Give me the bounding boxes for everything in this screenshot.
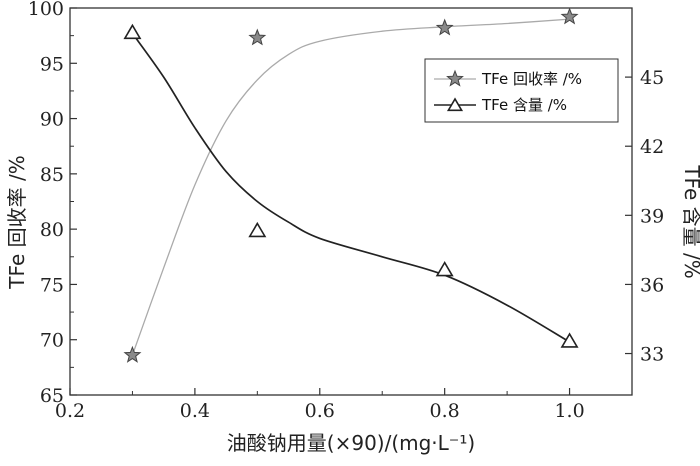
x-tick-label: 0.4 — [180, 400, 210, 422]
y-axis-right-label: TFe 含量 /% — [680, 164, 700, 278]
grade-point — [123, 23, 142, 40]
x-tick-label: 0.2 — [55, 400, 85, 422]
x-tick-label: 0.6 — [305, 400, 335, 422]
legend-star-marker — [446, 69, 464, 87]
legend: TFe 回收率 /% TFe 含量 /% — [424, 58, 619, 123]
grade-point — [560, 332, 579, 348]
y-right-tick-label: 39 — [640, 205, 664, 227]
x-tick-label: 1.0 — [554, 400, 584, 422]
y-axis-left: 65 70 75 80 85 90 95 100 — [28, 0, 77, 407]
y-axis-right: 33 36 39 42 45 — [625, 67, 664, 366]
y-left-tick-label: 70 — [40, 330, 64, 352]
y-left-tick-label: 75 — [40, 274, 64, 296]
recovery-point — [435, 18, 454, 36]
y-left-tick-label: 80 — [40, 219, 64, 241]
y-axis-left-label: TFe 回收率 /% — [5, 155, 29, 289]
y-right-tick-label: 36 — [640, 274, 664, 296]
legend-label-recovery: TFe 回收率 /% — [481, 70, 582, 88]
legend-box — [424, 58, 619, 123]
recovery-fit-line — [131, 18, 570, 356]
series-layer — [123, 7, 579, 363]
x-axis: 0.2 0.4 0.6 0.8 1.0 — [55, 388, 633, 422]
y-left-tick-label: 85 — [40, 164, 64, 186]
grade-point — [435, 261, 454, 277]
recovery-point — [560, 7, 579, 25]
y-left-tick-label: 90 — [40, 109, 64, 131]
grade-point — [248, 221, 267, 238]
y-left-tick-label: 95 — [40, 53, 64, 75]
x-axis-label: 油酸钠用量(×90)/(mg·L⁻¹) — [227, 431, 475, 455]
y-right-tick-label: 42 — [640, 136, 664, 158]
recovery-point — [248, 28, 267, 46]
grade-fit-line — [131, 32, 571, 343]
legend-triangle-marker — [446, 97, 464, 112]
x-tick-label: 0.8 — [430, 400, 460, 422]
y-left-tick-label: 65 — [40, 385, 64, 407]
legend-label-grade: TFe 含量 /% — [481, 96, 567, 114]
y-left-tick-label: 100 — [28, 0, 64, 20]
y-right-tick-label: 33 — [640, 344, 664, 366]
recovery-point — [123, 345, 142, 363]
y-right-tick-label: 45 — [640, 67, 664, 89]
